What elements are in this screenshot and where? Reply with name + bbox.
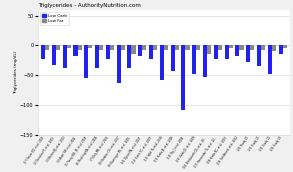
Bar xyxy=(185,45,190,50)
Bar xyxy=(218,45,222,50)
Bar xyxy=(207,45,211,54)
Bar xyxy=(246,45,250,62)
Bar xyxy=(160,45,164,80)
Bar xyxy=(56,45,60,50)
Bar xyxy=(261,45,265,50)
Bar xyxy=(127,45,132,68)
Bar xyxy=(283,45,287,49)
Bar xyxy=(67,45,71,48)
Bar xyxy=(88,45,92,48)
Bar xyxy=(41,45,45,59)
Bar xyxy=(250,45,254,50)
Bar xyxy=(153,45,157,50)
Bar xyxy=(196,45,200,50)
Bar xyxy=(203,45,207,77)
Bar xyxy=(74,45,78,56)
Bar xyxy=(63,45,67,68)
Bar xyxy=(78,45,82,50)
Bar xyxy=(229,45,233,48)
Bar xyxy=(110,45,114,50)
Bar xyxy=(117,45,121,83)
Bar xyxy=(164,45,168,50)
Bar xyxy=(149,45,153,59)
Bar xyxy=(171,45,175,71)
Bar xyxy=(192,45,196,74)
Legend: Low Carb, Low Fat: Low Carb, Low Fat xyxy=(40,12,69,25)
Bar xyxy=(121,45,125,50)
Bar xyxy=(84,45,88,78)
Bar xyxy=(268,45,272,74)
Bar xyxy=(235,45,239,56)
Bar xyxy=(257,45,261,66)
Bar xyxy=(138,45,142,56)
Bar xyxy=(99,45,103,50)
Bar xyxy=(214,45,218,59)
Text: Triglycerides - AuthorityNutrition.com: Triglycerides - AuthorityNutrition.com xyxy=(38,3,140,8)
Bar xyxy=(279,45,283,54)
Bar xyxy=(142,45,146,50)
Bar xyxy=(224,45,229,59)
Bar xyxy=(181,45,185,110)
Bar xyxy=(175,45,179,50)
Bar xyxy=(106,45,110,59)
Bar xyxy=(45,45,49,50)
Bar xyxy=(239,45,243,50)
Bar xyxy=(95,45,99,68)
Bar xyxy=(132,45,136,54)
Bar xyxy=(272,45,276,51)
Bar xyxy=(52,45,56,65)
Y-axis label: Triglycerides (mg/dL): Triglycerides (mg/dL) xyxy=(14,51,18,94)
